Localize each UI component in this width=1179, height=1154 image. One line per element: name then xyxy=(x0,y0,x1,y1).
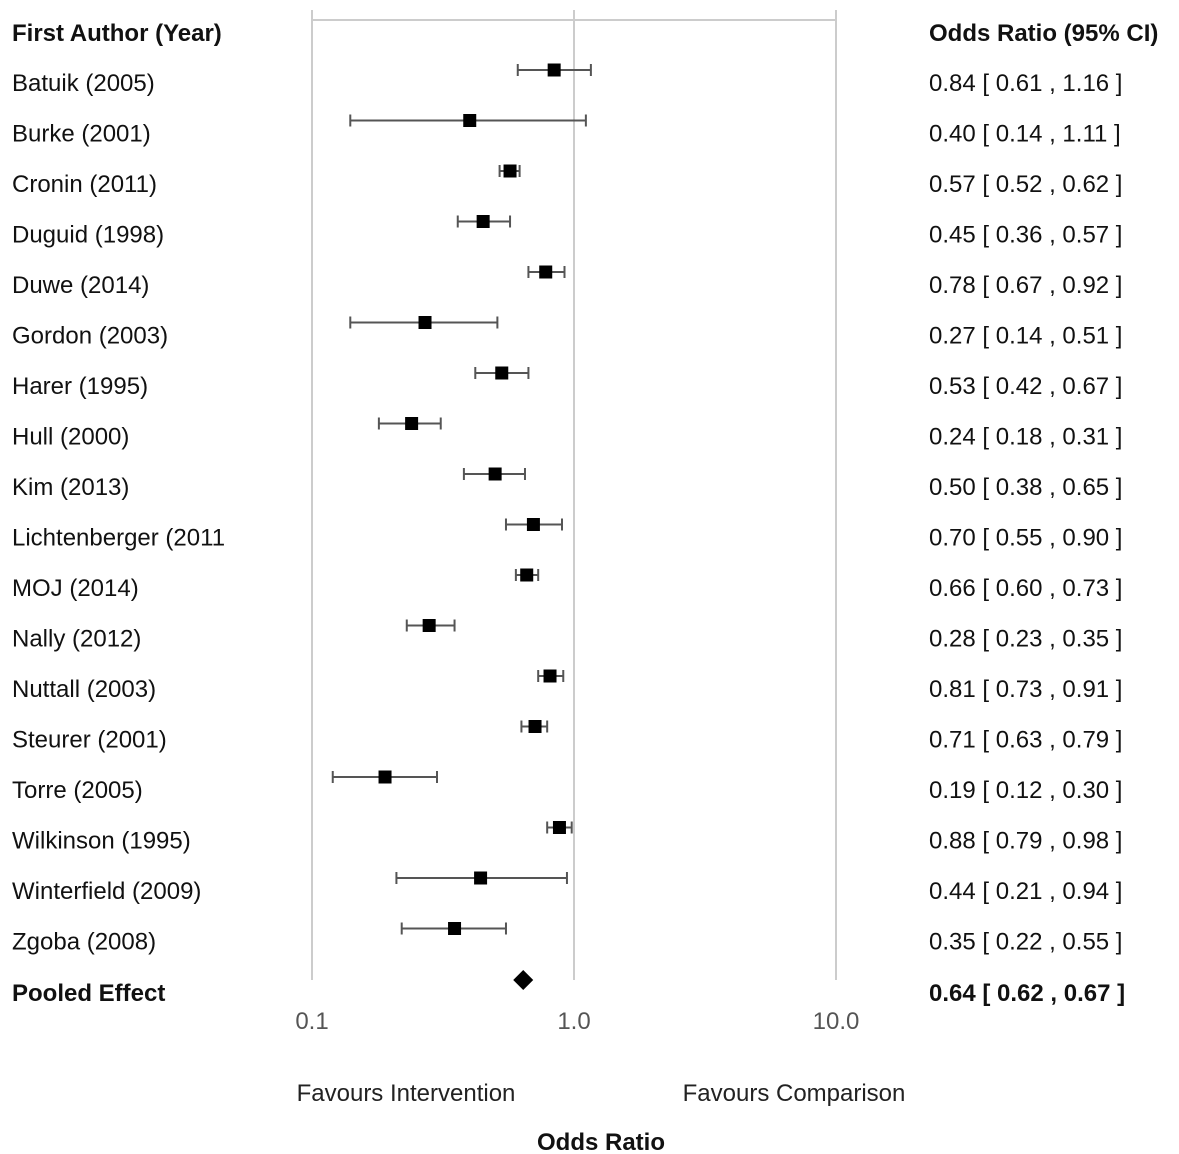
point-estimate-marker xyxy=(503,164,517,178)
point-estimate-marker xyxy=(520,568,534,582)
point-estimate-marker xyxy=(476,215,490,228)
study-row: Gordon (2003) 0.27 [ 0.14 , 0.51 ] xyxy=(12,316,1122,350)
pooled-label: Pooled Effect xyxy=(12,980,165,1007)
study-label: Harer (1995) xyxy=(12,373,148,400)
study-row: Batuik (2005) 0.84 [ 0.61 , 1.16 ] xyxy=(12,63,1122,97)
study-row: Winterfield (2009) 0.44 [ 0.21 , 0.94 ] xyxy=(12,871,1122,905)
point-estimate-marker xyxy=(448,922,462,935)
point-estimate-marker xyxy=(528,720,542,733)
study-row: MOJ (2014) 0.66 [ 0.60 , 0.73 ] xyxy=(12,568,1122,602)
study-label: Kim (2013) xyxy=(12,474,129,501)
study-ci-text: 0.24 [ 0.18 , 0.31 ] xyxy=(929,424,1122,451)
study-ci-text: 0.45 [ 0.36 , 0.57 ] xyxy=(929,222,1122,249)
study-ci-text: 0.28 [ 0.23 , 0.35 ] xyxy=(929,626,1122,653)
plot-frame xyxy=(311,10,837,980)
study-row: Steurer (2001) 0.71 [ 0.63 , 0.79 ] xyxy=(12,720,1122,754)
study-row: Burke (2001) 0.40 [ 0.14 , 1.11 ] xyxy=(12,114,1121,148)
x-tick-1: 1.0 xyxy=(557,1008,590,1035)
point-estimate-marker xyxy=(405,417,419,430)
pooled-ci-text: 0.64 [ 0.62 , 0.67 ] xyxy=(929,980,1125,1007)
study-row: Torre (2005) 0.19 [ 0.12 , 0.30 ] xyxy=(12,770,1122,804)
point-estimate-marker xyxy=(547,63,561,77)
x-axis-title: Odds Ratio xyxy=(537,1129,665,1154)
study-row: Nally (2012) 0.28 [ 0.23 , 0.35 ] xyxy=(12,619,1122,653)
study-ci-text: 0.70 [ 0.55 , 0.90 ] xyxy=(929,525,1122,552)
point-estimate-marker xyxy=(495,366,509,380)
study-label: Lichtenberger (2011 xyxy=(12,525,225,552)
study-ci-text: 0.71 [ 0.63 , 0.79 ] xyxy=(929,727,1122,754)
left-column-header: First Author (Year) xyxy=(12,20,222,47)
study-row: Duguid (1998) 0.45 [ 0.36 , 0.57 ] xyxy=(12,215,1122,249)
study-row: Lichtenberger (2011 0.70 [ 0.55 , 0.90 ] xyxy=(12,518,1122,552)
study-row: Cronin (2011) 0.57 [ 0.52 , 0.62 ] xyxy=(12,164,1122,198)
study-label: Cronin (2011) xyxy=(12,171,157,198)
study-ci-text: 0.84 [ 0.61 , 1.16 ] xyxy=(929,70,1122,97)
study-row: Kim (2013) 0.50 [ 0.38 , 0.65 ] xyxy=(12,467,1122,501)
study-row: Nuttall (2003) 0.81 [ 0.73 , 0.91 ] xyxy=(12,669,1122,703)
study-ci-text: 0.27 [ 0.14 , 0.51 ] xyxy=(929,323,1122,350)
study-row: Harer (1995) 0.53 [ 0.42 , 0.67 ] xyxy=(12,366,1122,400)
point-estimate-marker xyxy=(539,265,553,279)
point-estimate-marker xyxy=(526,518,540,531)
study-rows: Batuik (2005) 0.84 [ 0.61 , 1.16 ] Burke (… xyxy=(12,63,1122,956)
favours-intervention-label: Favours Intervention xyxy=(297,1080,516,1107)
study-ci-text: 0.44 [ 0.21 , 0.94 ] xyxy=(929,878,1122,905)
study-ci-text: 0.66 [ 0.60 , 0.73 ] xyxy=(929,575,1122,602)
study-row: Hull (2000) 0.24 [ 0.18 , 0.31 ] xyxy=(12,417,1122,451)
x-tick-0: 0.1 xyxy=(295,1008,328,1035)
study-row: Wilkinson (1995) 0.88 [ 0.79 , 0.98 ] xyxy=(12,821,1122,855)
x-tick-2: 10.0 xyxy=(813,1008,860,1035)
study-label: Nally (2012) xyxy=(12,626,141,653)
study-label: Steurer (2001) xyxy=(12,727,167,754)
point-estimate-marker xyxy=(552,821,566,834)
study-label: Winterfield (2009) xyxy=(12,878,201,905)
study-ci-text: 0.78 [ 0.67 , 0.92 ] xyxy=(929,272,1122,299)
study-label: Batuik (2005) xyxy=(12,70,155,97)
point-estimate-marker xyxy=(418,316,432,329)
study-label: Gordon (2003) xyxy=(12,323,168,350)
study-ci-text: 0.81 [ 0.73 , 0.91 ] xyxy=(929,676,1122,703)
study-label: Burke (2001) xyxy=(12,121,151,148)
point-estimate-marker xyxy=(488,467,502,481)
study-label: MOJ (2014) xyxy=(12,575,139,602)
study-label: Hull (2000) xyxy=(12,424,129,451)
study-ci-text: 0.53 [ 0.42 , 0.67 ] xyxy=(929,373,1122,400)
right-column-header: Odds Ratio (95% CI) xyxy=(929,20,1158,47)
study-label: Zgoba (2008) xyxy=(12,929,156,956)
study-label: Nuttall (2003) xyxy=(12,676,156,703)
study-label: Duguid (1998) xyxy=(12,222,164,249)
point-estimate-marker xyxy=(422,619,436,632)
study-row: Duwe (2014) 0.78 [ 0.67 , 0.92 ] xyxy=(12,265,1122,299)
study-ci-text: 0.88 [ 0.79 , 0.98 ] xyxy=(929,828,1122,855)
pooled-effect-diamond xyxy=(513,970,534,990)
study-ci-text: 0.40 [ 0.14 , 1.11 ] xyxy=(929,121,1121,148)
point-estimate-marker xyxy=(378,770,392,784)
study-label: Torre (2005) xyxy=(12,777,143,804)
study-ci-text: 0.50 [ 0.38 , 0.65 ] xyxy=(929,474,1122,501)
study-ci-text: 0.57 [ 0.52 , 0.62 ] xyxy=(929,171,1122,198)
study-ci-text: 0.35 [ 0.22 , 0.55 ] xyxy=(929,929,1122,956)
study-ci-text: 0.19 [ 0.12 , 0.30 ] xyxy=(929,777,1122,804)
point-estimate-marker xyxy=(474,871,488,885)
study-label: Wilkinson (1995) xyxy=(12,828,191,855)
point-estimate-marker xyxy=(463,114,477,127)
study-label: Duwe (2014) xyxy=(12,272,149,299)
favours-comparison-label: Favours Comparison xyxy=(683,1080,906,1107)
study-row: Zgoba (2008) 0.35 [ 0.22 , 0.55 ] xyxy=(12,922,1122,956)
point-estimate-marker xyxy=(543,669,557,683)
